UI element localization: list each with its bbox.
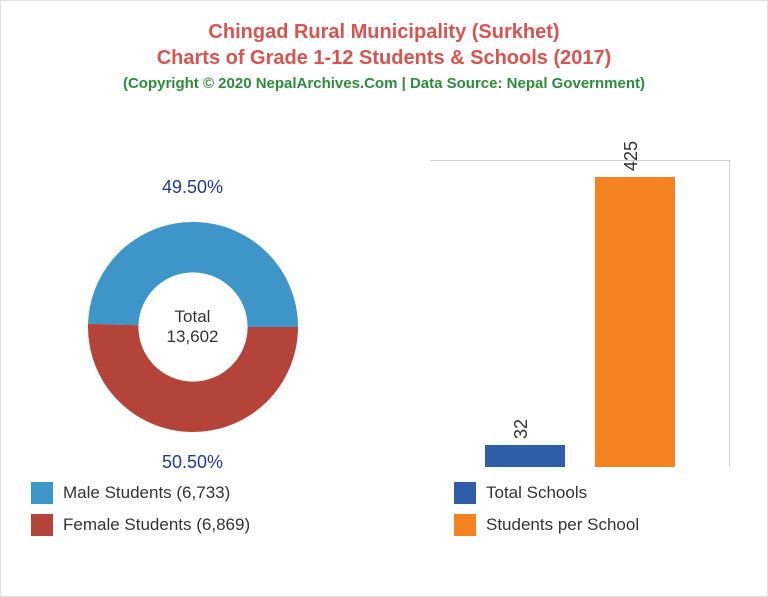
legend-swatch <box>454 514 476 536</box>
chart-area: 49.50% Total 13,602 50.50% Male Students… <box>1 112 767 532</box>
bar-panel: 32425 Total Schools Students per School <box>384 112 767 532</box>
bar-legend: Total Schools Students per School <box>454 482 639 546</box>
bar <box>485 445 565 467</box>
chart-titles: Chingad Rural Municipality (Surkhet) Cha… <box>1 1 767 92</box>
bar-plot: 32425 <box>430 160 730 467</box>
legend-text: Female Students (6,869) <box>63 515 250 535</box>
donut-top-percent: 49.50% <box>162 177 223 198</box>
legend-text: Students per School <box>486 515 639 535</box>
legend-text: Male Students (6,733) <box>63 483 230 503</box>
title-line-1: Chingad Rural Municipality (Surkhet) <box>1 19 767 45</box>
legend-swatch <box>31 514 53 536</box>
legend-item-students-per-school: Students per School <box>454 514 639 536</box>
pie-panel: 49.50% Total 13,602 50.50% Male Students… <box>1 112 384 532</box>
title-line-2: Charts of Grade 1-12 Students & Schools … <box>1 45 767 71</box>
donut-center-label: Total <box>167 307 219 327</box>
legend-item-female: Female Students (6,869) <box>31 514 250 536</box>
bar-value-label: 425 <box>621 141 642 171</box>
donut-center: Total 13,602 <box>167 307 219 347</box>
legend-swatch <box>31 482 53 504</box>
legend-item-schools: Total Schools <box>454 482 639 504</box>
subtitle: (Copyright © 2020 NepalArchives.Com | Da… <box>1 75 767 92</box>
donut-center-value: 13,602 <box>167 327 219 347</box>
legend-item-male: Male Students (6,733) <box>31 482 250 504</box>
legend-text: Total Schools <box>486 483 587 503</box>
bar-value-label: 32 <box>511 419 532 439</box>
donut-bottom-percent: 50.50% <box>162 452 223 473</box>
pie-legend: Male Students (6,733) Female Students (6… <box>31 482 250 546</box>
legend-swatch <box>454 482 476 504</box>
bar <box>595 177 675 467</box>
